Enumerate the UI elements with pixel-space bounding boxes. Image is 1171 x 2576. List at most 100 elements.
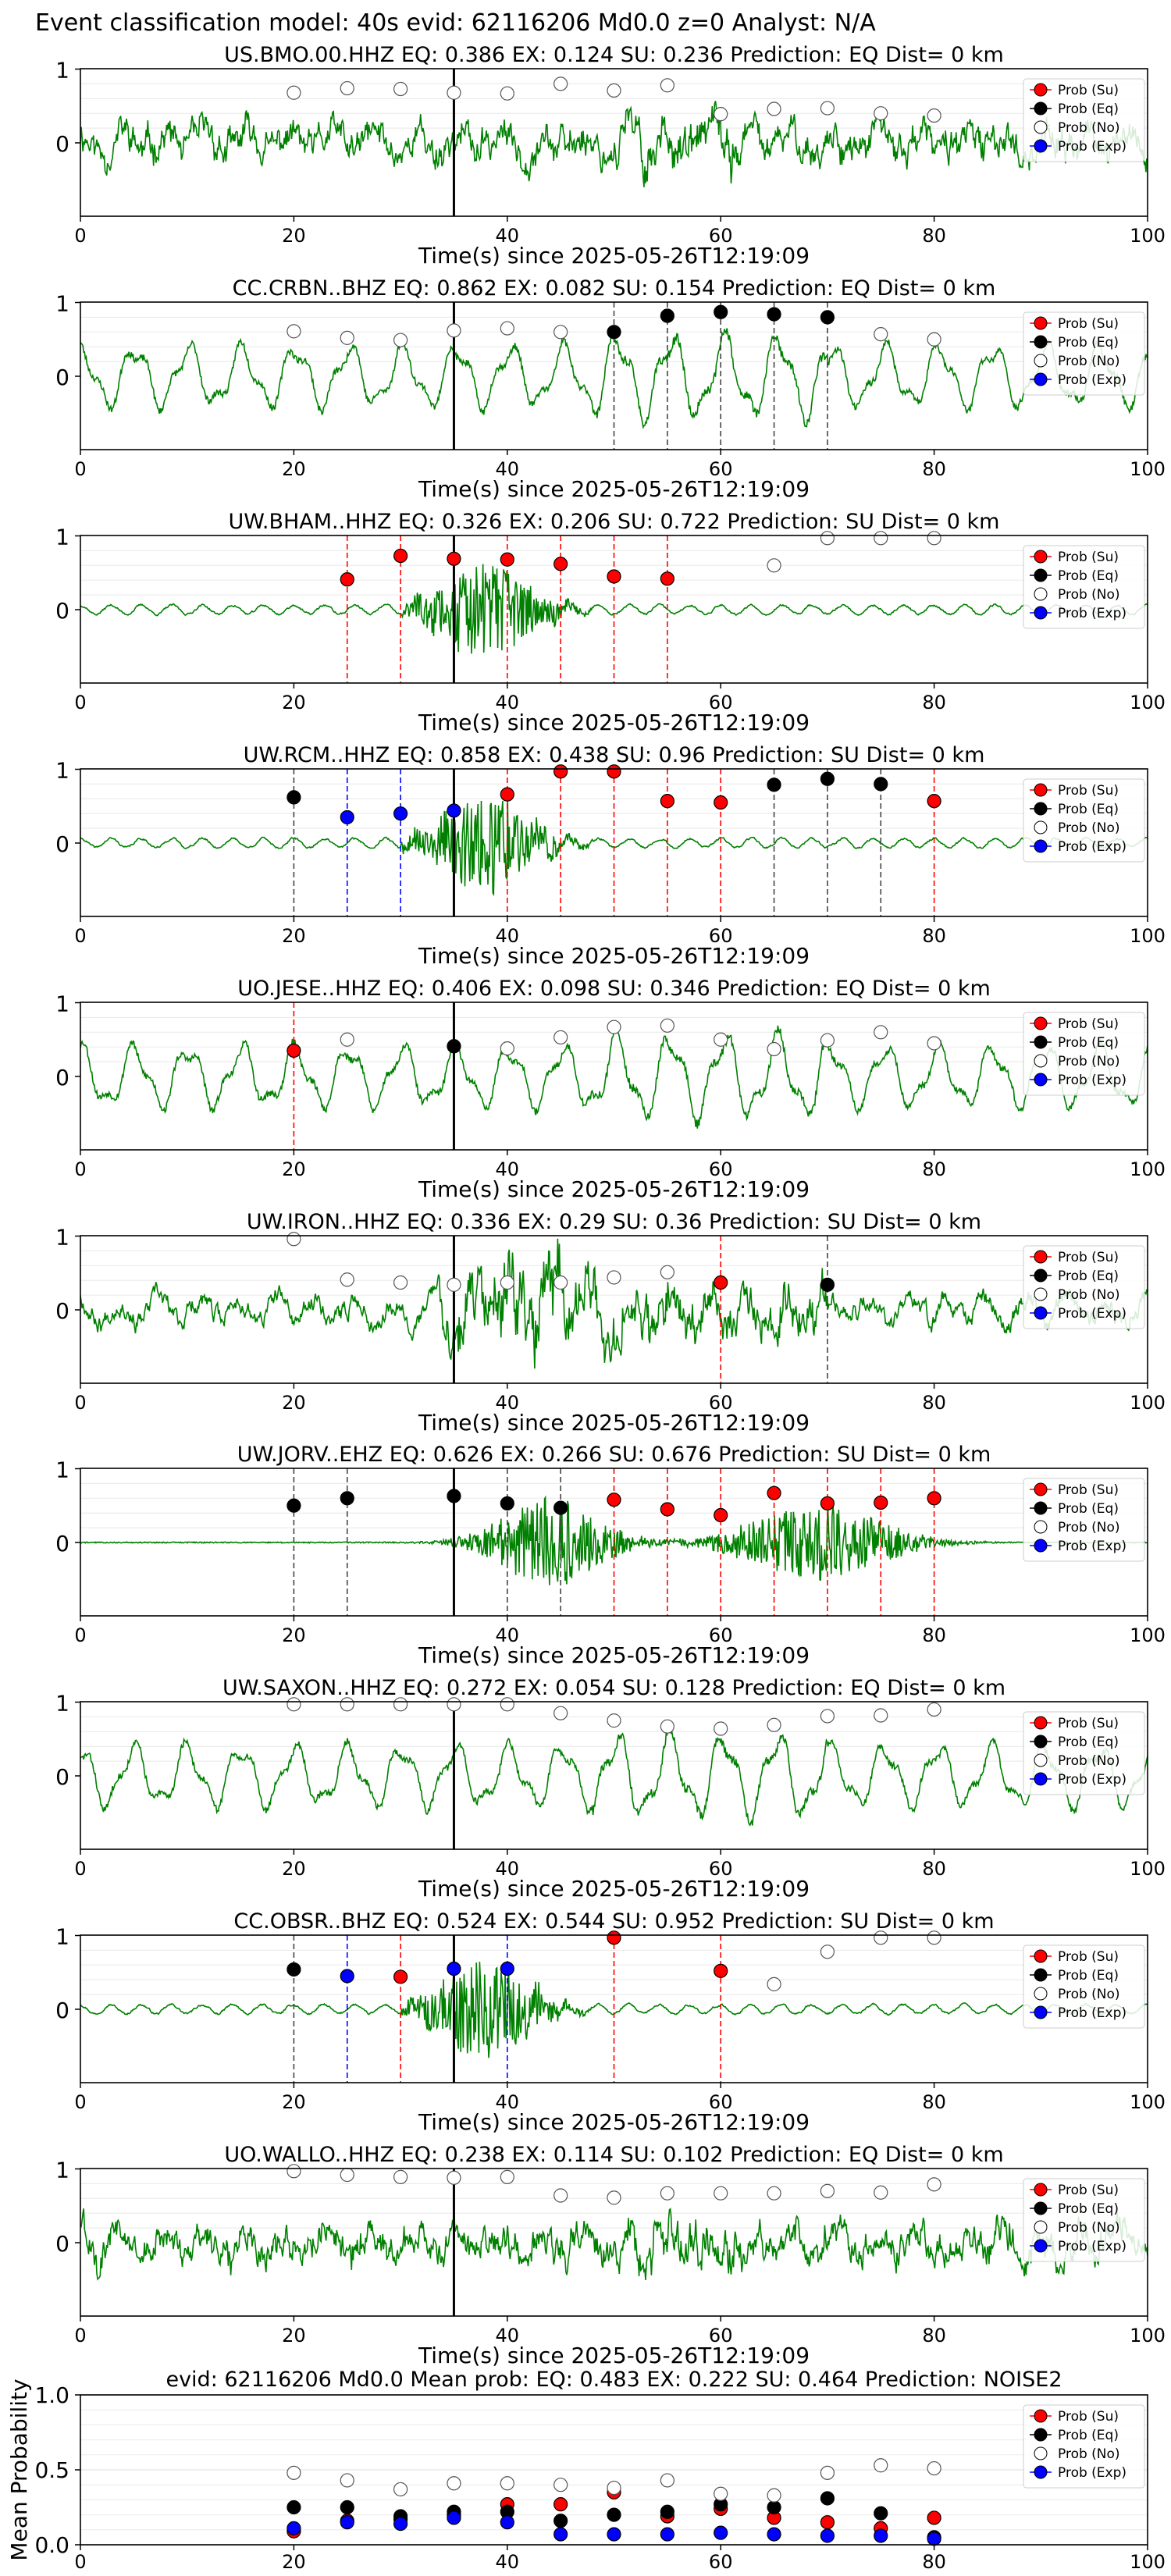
mean-prob-point [553,2514,568,2528]
x-tick-label: 0 [74,2325,86,2347]
legend-label: Prob (Exp) [1058,1539,1127,1554]
station-panel: UW.JORV..EHZ EQ: 0.626 EX: 0.266 SU: 0.6… [55,1443,1166,1668]
prob-point [767,1976,781,1991]
prob-point [874,777,888,792]
legend-label: Prob (Su) [1058,1482,1119,1498]
mean-prob-point [447,2510,461,2525]
prob-point [607,1493,621,1507]
legend-marker [1034,101,1048,116]
prob-point [287,1697,301,1712]
mean-prob-point [767,2527,781,2542]
legend-marker [1034,2409,1048,2423]
prob-point [393,1697,408,1712]
summary-title: evid: 62116206 Md0.0 Mean prob: EQ: 0.48… [166,2368,1062,2392]
legend-marker [1034,1287,1048,1301]
x-tick-label: 20 [282,1624,306,1646]
prob-point [447,85,461,100]
legend-label: Prob (Su) [1058,1250,1119,1265]
mean-prob-point [660,2473,674,2488]
legend-marker [1034,783,1048,797]
y-axis-label: Mean Probability [6,2379,32,2560]
x-tick-label: 40 [496,1392,520,1414]
legend-box [1023,545,1145,629]
legend-label: Prob (Exp) [1058,2005,1127,2021]
x-tick-label: 100 [1130,225,1166,247]
legend-marker [1034,2183,1048,2197]
legend-box [1023,1245,1145,1329]
prob-point [287,1962,301,1977]
legend-marker [1034,1268,1048,1283]
legend-marker [1034,1482,1048,1496]
x-axis-label: Time(s) since 2025-05-26T12:19:09 [418,1642,810,1668]
legend-marker [1034,606,1048,620]
prob-point [767,777,781,792]
mean-prob-point [927,2460,941,2476]
x-tick-label: 20 [282,2325,306,2347]
mean-prob-point [927,2510,941,2525]
x-axis-label: Time(s) since 2025-05-26T12:19:09 [418,1876,810,1902]
prob-point [874,1495,888,1510]
prob-point [553,1500,568,1515]
prob-point [447,323,461,338]
x-tick-label: 20 [282,925,306,947]
legend-label: Prob (Exp) [1058,2239,1127,2254]
prob-point [607,1713,621,1728]
mean-prob-point [553,2497,568,2512]
x-tick-label: 100 [1130,1158,1166,1180]
prob-point [714,1275,728,1290]
x-tick-label: 80 [922,2551,946,2573]
prob-point [660,1719,674,1734]
prob-point [447,1489,461,1503]
prob-point [340,572,354,587]
prob-point [393,2169,408,2184]
plot-area [80,769,1148,916]
legend-marker [1034,587,1048,601]
x-tick-label: 0 [74,225,86,247]
legend-box [1023,1012,1145,1096]
x-axis-label: Time(s) since 2025-05-26T12:19:09 [418,2109,810,2135]
legend-marker [1034,139,1048,153]
panel-title: UW.SAXON..HHZ EQ: 0.272 EX: 0.054 SU: 0.… [222,1676,1005,1700]
panel-title: UO.WALLO..HHZ EQ: 0.238 EX: 0.114 SU: 0.… [224,2143,1003,2167]
prob-point [660,78,674,93]
x-tick-label: 100 [1130,1624,1166,1646]
legend-label: Prob (Eq) [1058,802,1119,817]
x-tick-label: 40 [496,2551,520,2573]
legend-label: Prob (No) [1058,1520,1120,1535]
mean-prob-point [874,2458,888,2473]
mean-prob-point [607,2480,621,2496]
prob-point [500,86,514,101]
legend-marker [1034,1054,1048,1068]
legend-marker [1034,1539,1048,1553]
prob-point [553,325,568,340]
prob-point [874,1708,888,1723]
mean-prob-point [820,2465,835,2480]
prob-point [500,1041,514,1056]
station-panel: UW.SAXON..HHZ EQ: 0.272 EX: 0.054 SU: 0.… [55,1676,1166,1902]
legend-label: Prob (Exp) [1058,1073,1127,1088]
legend-marker [1034,372,1048,386]
legend-marker [1034,1073,1048,1087]
y-tick-label: 0 [55,1298,69,1324]
prob-point [500,552,514,567]
mean-prob-point [714,2486,728,2501]
figure-suptitle: Event classification model: 40s evid: 62… [35,9,876,37]
legend-label: Prob (No) [1058,1287,1120,1303]
prob-point [874,531,888,546]
prob-point [500,1697,514,1712]
prob-point [340,1969,354,1984]
prob-point [287,1043,301,1059]
y-tick-label: 1 [55,991,69,1017]
panel-title: UO.JESE..HHZ EQ: 0.406 EX: 0.098 SU: 0.3… [237,977,991,1001]
mean-prob-point [874,2506,888,2521]
legend-label: Prob (Exp) [1058,372,1127,388]
legend-label: Prob (Su) [1058,2183,1119,2198]
x-tick-label: 20 [282,225,306,247]
legend-marker [1034,1753,1048,1767]
waveform-trace [80,2207,1148,2281]
prob-point [340,1697,354,1712]
prob-point [714,1963,728,1978]
x-tick-label: 0 [74,1624,86,1646]
prob-point [393,1275,408,1290]
